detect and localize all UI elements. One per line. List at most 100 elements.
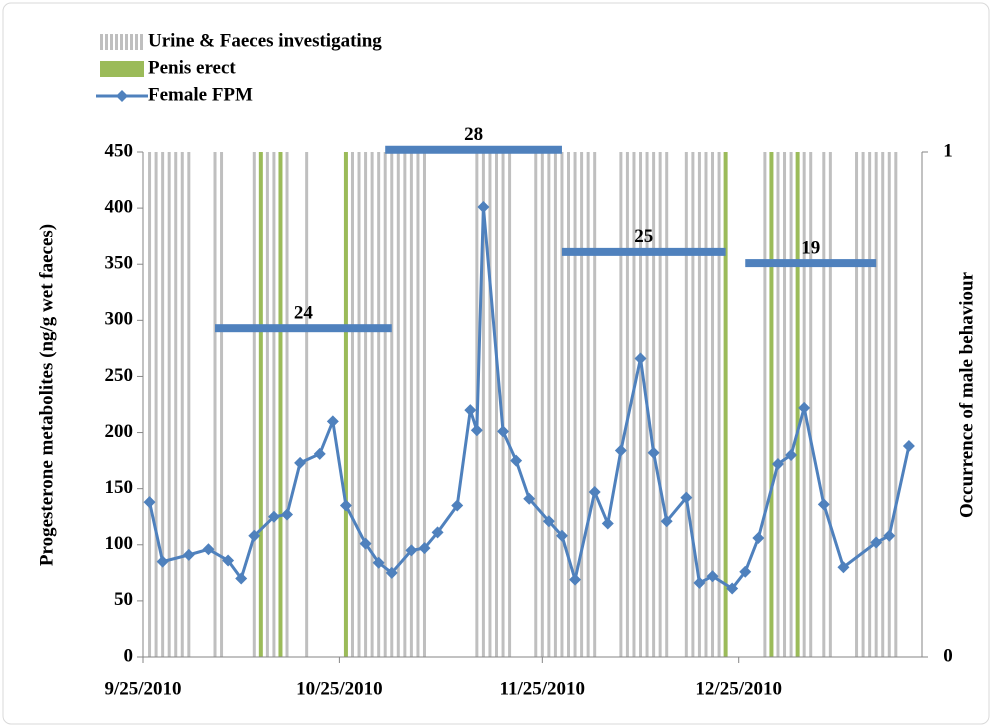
fpm-marker [281,508,294,521]
fpm-marker [477,200,490,213]
behaviour-bar [665,152,669,657]
x-tick-label: 12/25/2010 [695,678,782,699]
fpm-marker [569,573,582,586]
behaviour-bar [586,152,590,657]
y-tick-label: 150 [105,477,134,498]
legend-label: Urine & Faeces investigating [148,30,382,51]
behaviour-bar [540,152,544,657]
fpm-marker [294,456,307,469]
x-tick-label: 9/25/2010 [104,678,181,699]
fpm-marker [385,566,398,579]
behaviour-bar [174,152,178,657]
fpm-marker [451,499,464,512]
behaviour-bar [828,152,832,657]
fpm-marker [182,548,195,561]
fpm-marker [510,454,523,467]
behaviour-bar [161,152,165,657]
y2-tick-label: 1 [943,140,953,161]
behaviour-bar [390,152,394,657]
y-axis-label: Progesterone metabolites (ng/g wet faece… [36,224,57,566]
fpm-marker [634,352,647,365]
fpm-marker [601,517,614,530]
behaviour-bar [220,152,224,657]
fpm-marker [222,554,235,567]
behaviour-bar [625,152,629,657]
fpm-marker [339,499,352,512]
fpm-marker [497,425,510,438]
behaviour-bar [305,152,309,657]
legend-swatch [100,34,144,50]
cycle-span [745,259,877,268]
behaviour-bar [868,152,872,657]
fpm-marker [660,515,673,528]
behaviour-bar [422,152,426,657]
behaviour-bar [580,152,584,657]
behaviour-bar [285,152,289,657]
y-tick-label: 200 [105,421,134,442]
fpm-marker [418,542,431,555]
behaviour-bar [809,152,813,657]
y-tick-label: 50 [114,589,133,610]
fpm-marker [143,496,156,509]
y-tick-label: 100 [105,533,134,554]
y-tick-label: 350 [105,253,134,274]
behaviour-bar [894,152,898,657]
fpm-marker [739,565,752,578]
behaviour-bar [573,152,577,657]
fpm-marker [267,510,280,523]
fpm-marker [693,576,706,589]
cycle-span [215,324,392,333]
behaviour-bar [350,152,354,657]
legend-label: Penis erect [148,57,236,78]
behaviour-bar [383,152,387,657]
y-tick-label: 0 [124,645,134,666]
behaviour-bar [187,152,191,657]
fpm-marker [817,498,830,511]
y-tick-label: 450 [105,140,134,161]
behaviour-bar [357,152,361,657]
behaviour-bar [534,152,538,657]
behaviour-bar [619,152,623,657]
fpm-marker [248,529,261,542]
behaviour-bar [370,152,374,657]
behaviour-bar [481,152,485,657]
cycle-length: 24 [294,303,314,324]
fpm-marker [542,515,555,528]
behaviour-bar [553,152,557,657]
fpm-marker [431,526,444,539]
fpm-marker [614,444,627,457]
fpm-marker [870,536,883,549]
behaviour-bar [508,152,512,657]
behaviour-bar [691,152,695,657]
behaviour-bar [501,152,505,657]
fpm-marker [470,424,483,437]
y-tick-label: 400 [105,196,134,217]
behaviour-bar [822,152,826,657]
behaviour-bar [560,152,564,657]
fpm-marker [523,492,536,505]
behaviour-bar [881,152,885,657]
y-tick-label: 250 [105,365,134,386]
fpm-marker [372,556,385,569]
fpm-marker [837,561,850,574]
fpm-marker [883,529,896,542]
behaviour-bar [652,152,656,657]
behaviour-bar [343,152,348,657]
behaviour-bar [717,152,721,657]
fpm-marker [235,572,248,585]
behaviour-bar [377,152,381,657]
behaviour-bar [252,152,256,657]
fpm-marker [202,543,215,556]
behaviour-bar [403,152,407,657]
behaviour-bar [148,152,152,657]
behaviour-bar [711,152,715,657]
fpm-marker [902,440,915,453]
behaviour-bar [639,152,643,657]
fpm-marker [680,491,693,504]
behaviour-bar [684,152,688,657]
behaviour-bar [789,152,793,657]
fpm-marker [326,415,339,428]
cycle-span [561,247,726,256]
behaviour-bar [416,152,420,657]
fpm-marker [647,446,660,459]
